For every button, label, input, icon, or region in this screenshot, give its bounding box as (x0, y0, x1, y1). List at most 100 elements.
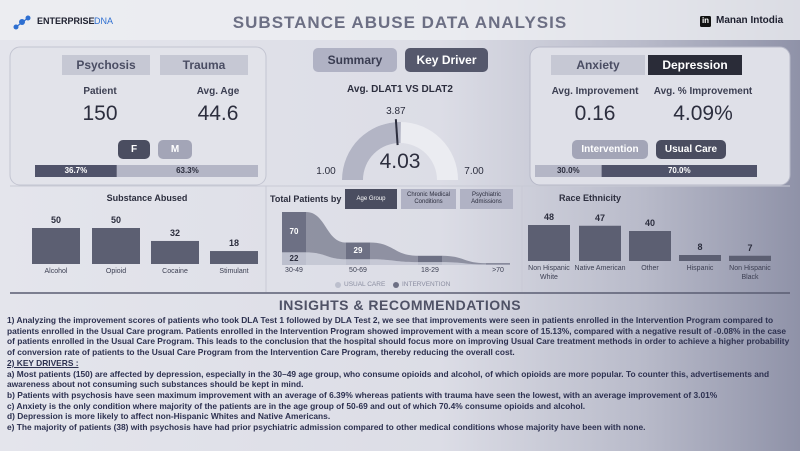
split-segment (535, 165, 602, 177)
split-segment (116, 165, 258, 177)
chart-title: Substance Abused (106, 193, 188, 203)
bar-value-label: 50 (50, 215, 61, 225)
ribbon-bar (418, 255, 442, 263)
section-title: INSIGHTS & RECOMMENDATIONS (278, 297, 522, 313)
legend-marker (393, 282, 399, 288)
logo-icon (13, 15, 31, 30)
kpi-value: 44.6 (197, 102, 239, 125)
x-tick-label: Alcohol (44, 268, 68, 275)
header-bar (0, 0, 800, 40)
gauge-value (342, 122, 401, 180)
x-tick-label: Non Hispanic White (528, 265, 570, 281)
kpi-label: Avg. Improvement (551, 86, 639, 97)
ribbon-value-label: 70 (289, 227, 299, 237)
linkedin-label: in (701, 16, 710, 25)
toggle-button[interactable]: F (118, 140, 150, 159)
bar (32, 228, 80, 264)
gauge-min-label: 1.00 (316, 166, 336, 177)
ribbon (442, 262, 486, 265)
chart-title: Race Ethnicity (558, 193, 622, 203)
kpi-value: 0.16 (574, 102, 616, 125)
bar-value-label: 8 (697, 242, 703, 252)
legend-label: INTERVENTION (402, 281, 451, 288)
bar (151, 240, 199, 264)
linkedin-icon (700, 16, 711, 27)
author: Manan Intodia (716, 15, 784, 26)
x-tick-label: Opioid (105, 268, 127, 275)
insight-text: e) The majority of patients (38) with ps… (7, 422, 646, 433)
bar-value-label: 50 (110, 215, 121, 225)
kpi-label: Avg. % Improvement (653, 86, 753, 97)
ribbon-value-label: 29 (353, 245, 363, 255)
split-segment (35, 165, 117, 177)
bar-value-label: 47 (594, 212, 605, 223)
insight-text: b) Patients with psychosis have seen max… (7, 389, 718, 400)
ribbon (370, 242, 418, 263)
ribbon-bar (418, 262, 442, 265)
filter-button[interactable]: Age Group (345, 189, 397, 209)
left-panel (9, 46, 267, 186)
bar-value-label: 48 (543, 212, 554, 222)
nav-button[interactable]: Summary (313, 48, 397, 72)
ribbon (442, 255, 486, 265)
tab[interactable]: Psychosis (62, 55, 150, 75)
bar-value-label: 7 (747, 242, 753, 253)
ribbon-bar (346, 259, 370, 265)
kpi-label: Avg. Age (196, 86, 240, 97)
x-tick-label: Stimulant (219, 268, 249, 275)
filter-button[interactable]: Psychiatric Admissions (460, 189, 513, 209)
x-tick-label: Native American (574, 265, 626, 272)
bar (528, 225, 570, 261)
split-label: 63.3% (176, 166, 199, 175)
ribbon-bar (486, 263, 510, 265)
x-tick-label: Cocaine (162, 268, 188, 275)
filter-button[interactable]: Chronic Medical Conditions (401, 189, 456, 209)
bar-value-label: 18 (228, 238, 239, 249)
tab[interactable]: Depression (648, 55, 742, 75)
bar (679, 255, 721, 261)
bar-value-label: 32 (169, 227, 180, 238)
split-segment (601, 165, 757, 177)
x-tick-label: >70 (492, 267, 504, 274)
logo-text: ENTERPRISE (37, 16, 95, 26)
toggle-button[interactable]: M (158, 140, 192, 159)
bar-value-label: 40 (644, 218, 655, 228)
bar (729, 255, 771, 261)
gauge-target-label: 3.87 (386, 106, 406, 118)
bar (210, 251, 258, 264)
split-label: 70.0% (667, 166, 691, 175)
gauge-target (394, 119, 399, 146)
legend-marker (335, 282, 341, 288)
insight-text: a) Most patients (150) are affected by d… (7, 368, 770, 390)
x-tick-label: 18-29 (421, 267, 439, 274)
ribbon-bar (486, 264, 510, 265)
insight-text: 2) KEY DRIVERS : (7, 357, 79, 368)
toggle-button[interactable]: Intervention (572, 140, 648, 159)
x-tick-label: 30-49 (285, 267, 303, 274)
ribbon-bar (282, 212, 306, 253)
tab[interactable]: Anxiety (551, 55, 645, 75)
logo-accent: DNA (94, 16, 114, 26)
legend-label: USUAL CARE (344, 281, 386, 288)
insights-body: 1) Analyzing the improvement scores of p… (7, 315, 791, 433)
ribbon (370, 259, 418, 265)
ribbon-bar (282, 252, 306, 265)
x-tick-label: Other (641, 265, 659, 272)
tab[interactable]: Trauma (160, 55, 248, 75)
split-label: 36.7% (64, 166, 88, 175)
ribbon-bar (346, 242, 370, 260)
page-title: SUBSTANCE ABUSE DATA ANALYSIS (232, 13, 568, 32)
bar (92, 228, 140, 264)
ribbon-value-label: 22 (289, 253, 299, 263)
x-tick-label: Non Hispanic Black (729, 265, 771, 281)
nav-button[interactable]: Key Driver (405, 48, 488, 72)
ribbon (306, 252, 346, 265)
kpi-value: 4.09% (673, 102, 733, 125)
split-label: 30.0% (556, 166, 580, 175)
insight-text: c) Anxiety is the only condition where m… (7, 400, 586, 411)
x-tick-label: Hispanic (686, 265, 714, 272)
toggle-button[interactable]: Usual Care (656, 140, 726, 159)
gauge-title: Avg. DLAT1 VS DLAT2 (347, 84, 453, 95)
